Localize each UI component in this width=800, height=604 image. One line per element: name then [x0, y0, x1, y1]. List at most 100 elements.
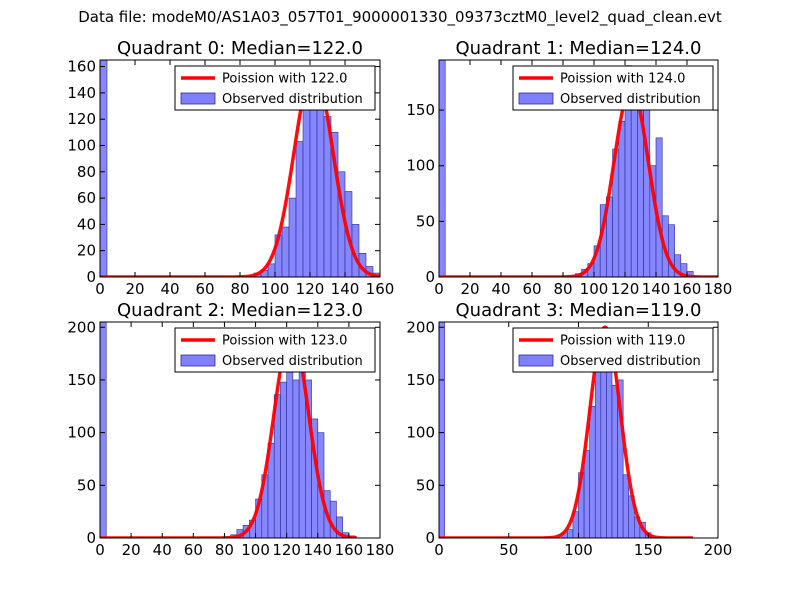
histogram-bar	[618, 120, 626, 277]
chart-panel-2: 0 20 40 60 80 100 120 140 160 180050100150200Quad…	[67, 300, 394, 559]
poisson-curve	[439, 325, 693, 538]
legend-bar-swatch	[180, 92, 216, 105]
y-tick-label: 0	[86, 529, 96, 547]
x-tick-label: 180	[704, 280, 733, 298]
legend-bar-swatch	[518, 92, 554, 105]
x-tick-label: 0	[434, 541, 444, 559]
x-tick-label: 100	[564, 541, 593, 559]
x-tick-label: 60	[184, 541, 203, 559]
y-tick-label: 200	[67, 318, 96, 336]
y-tick-label: 150	[67, 371, 96, 389]
chart-panel-3: 0 50 100 150 200 0 50 100 150 200 Quadrant 3: Medi…	[406, 300, 732, 559]
x-tick-label: 180	[366, 541, 395, 559]
x-tick-label: 200	[704, 541, 733, 559]
panel-title: Quadrant 3: Median=119.0	[456, 300, 702, 321]
y-tick-label: 100	[406, 424, 435, 442]
histogram-bar	[630, 96, 638, 277]
x-tick-label: 0	[434, 280, 444, 298]
x-tick-label: 100	[580, 280, 609, 298]
x-tick-label: 40	[491, 280, 510, 298]
x-tick-label: 120	[296, 280, 325, 298]
x-tick-label: 80	[215, 541, 234, 559]
x-tick-label: 50	[499, 541, 518, 559]
panel-title: Quadrant 1: Median=124.0	[456, 38, 702, 59]
y-tick-label: 20	[77, 242, 96, 260]
x-tick-label: 160	[673, 280, 702, 298]
histogram-bar	[606, 369, 613, 538]
y-tick-label: 100	[67, 136, 96, 154]
y-tick-label: 0	[86, 268, 96, 286]
histogram-bar	[611, 384, 618, 538]
y-tick-label: 50	[416, 212, 435, 230]
x-tick-label: 20	[125, 280, 144, 298]
x-tick-label: 40	[153, 541, 172, 559]
figure-suptitle: Data file: modeM0/AS1A03_057T01_90000013…	[78, 8, 722, 26]
histogram-bar	[439, 322, 445, 538]
y-tick-label: 0	[425, 268, 435, 286]
panel-title: Quadrant 2: Median=123.0	[117, 300, 363, 321]
x-tick-label: 60	[522, 280, 541, 298]
x-tick-label: 60	[195, 280, 214, 298]
legend-label-observed: Observed distribution	[560, 354, 701, 369]
y-tick-label: 40	[77, 215, 96, 233]
x-tick-label: 100	[261, 280, 290, 298]
legend: Poission with 119.0 Observed distribution	[512, 327, 714, 373]
legend: Poission with 124.0 Observed distribution	[512, 65, 714, 111]
legend-label-poisson: Poission with 122.0	[222, 72, 347, 87]
legend-bar-swatch	[518, 354, 554, 367]
plot-area	[439, 60, 718, 277]
histogram-bar	[292, 379, 300, 538]
x-tick-label: 120	[272, 541, 301, 559]
x-tick-label: 40	[160, 280, 179, 298]
x-tick-label: 80	[553, 280, 572, 298]
chart-panel-1: 0 20 40 60 80 100 120 140 160 180050100150Quadran…	[406, 38, 732, 298]
y-tick-label: 100	[406, 157, 435, 175]
y-tick-label: 150	[406, 101, 435, 119]
x-tick-label: 140	[303, 541, 332, 559]
histogram-bar	[100, 322, 107, 538]
histogram-bar	[281, 226, 290, 277]
x-tick-label: 0	[95, 280, 105, 298]
y-tick-label: 50	[77, 476, 96, 494]
legend-label-observed: Observed distribution	[560, 92, 701, 107]
y-tick-label: 50	[416, 476, 435, 494]
histogram-bar	[567, 529, 574, 538]
poisson-curve	[439, 86, 718, 277]
legend-bar-swatch	[180, 354, 216, 367]
x-tick-label: 80	[230, 280, 249, 298]
x-tick-label: 100	[241, 541, 270, 559]
y-tick-label: 150	[406, 371, 435, 389]
y-tick-label: 80	[77, 163, 96, 181]
histogram-bar	[295, 141, 304, 277]
legend: Poission with 123.0 Observed distribution	[174, 327, 376, 373]
panel-title: Quadrant 0: Median=122.0	[117, 38, 363, 59]
x-tick-label: 140	[642, 280, 671, 298]
y-tick-label: 100	[67, 424, 96, 442]
y-tick-label: 0	[425, 529, 435, 547]
legend-label-observed: Observed distribution	[222, 354, 363, 369]
legend: Poission with 122.0 Observed distribution	[174, 65, 376, 111]
chart-panel-0: 0 20 40 60 80 100 120 140 160 0 20 40 60 80 100 120 140 1…	[67, 38, 394, 298]
legend-label-observed: Observed distribution	[222, 92, 363, 107]
x-tick-label: 140	[331, 280, 360, 298]
legend-label-poisson: Poission with 123.0	[222, 334, 347, 349]
histogram-bar	[100, 60, 108, 277]
y-tick-label: 200	[406, 318, 435, 336]
x-tick-label: 0	[95, 541, 105, 559]
y-tick-label: 60	[77, 189, 96, 207]
y-tick-label: 120	[67, 110, 96, 128]
plot-area	[100, 322, 357, 538]
histogram-bar	[589, 405, 596, 538]
histogram-bar	[617, 379, 624, 538]
histogram-bar	[298, 371, 306, 538]
histogram-bar	[583, 450, 590, 538]
x-tick-label: 20	[460, 280, 479, 298]
axes-frame	[438, 59, 719, 278]
x-tick-label: 160	[335, 541, 364, 559]
histogram-bar	[302, 97, 311, 277]
histogram-bar	[316, 95, 325, 277]
x-tick-label: 150	[634, 541, 663, 559]
histogram-bar	[622, 474, 630, 538]
x-tick-label: 160	[366, 280, 395, 298]
legend-label-poisson: Poission with 124.0	[560, 72, 685, 87]
